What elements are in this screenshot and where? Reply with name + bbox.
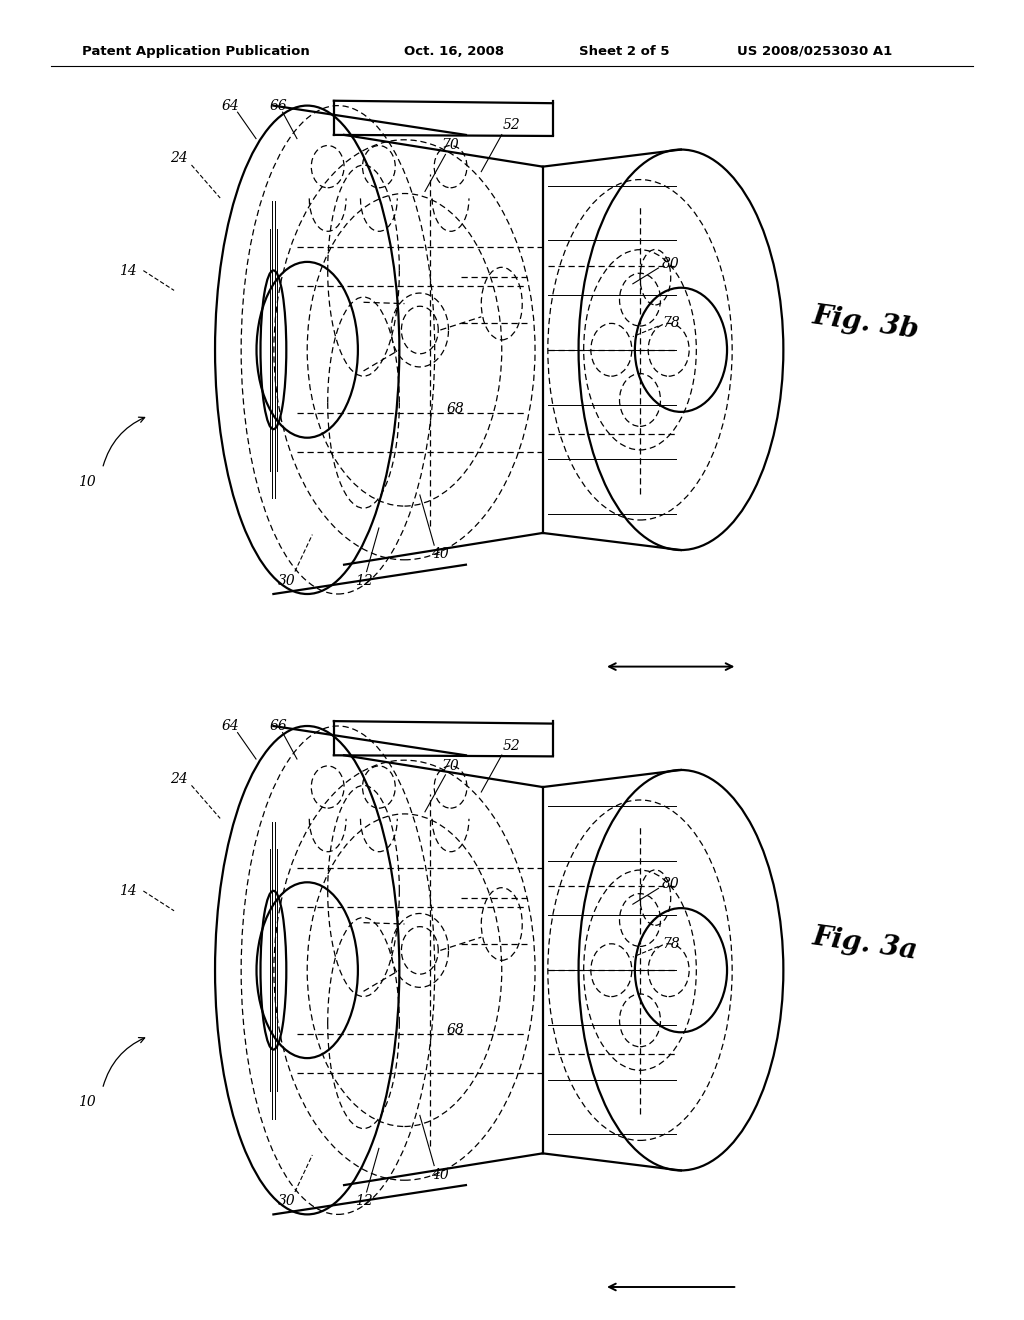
Text: 12: 12 bbox=[354, 1195, 373, 1208]
Text: Sheet 2 of 5: Sheet 2 of 5 bbox=[579, 45, 669, 58]
Text: 66: 66 bbox=[269, 719, 288, 733]
Text: 64: 64 bbox=[221, 99, 240, 112]
Text: 68: 68 bbox=[446, 403, 465, 416]
Text: 70: 70 bbox=[441, 139, 460, 152]
Text: 10: 10 bbox=[78, 1096, 96, 1109]
Text: Patent Application Publication: Patent Application Publication bbox=[82, 45, 309, 58]
Text: 52: 52 bbox=[503, 739, 521, 752]
Text: 78: 78 bbox=[662, 937, 680, 950]
Text: 10: 10 bbox=[78, 475, 96, 488]
Text: US 2008/0253030 A1: US 2008/0253030 A1 bbox=[737, 45, 893, 58]
Text: 40: 40 bbox=[431, 1168, 450, 1181]
Text: 24: 24 bbox=[170, 152, 188, 165]
Text: 24: 24 bbox=[170, 772, 188, 785]
Text: 14: 14 bbox=[119, 264, 137, 277]
Text: 12: 12 bbox=[354, 574, 373, 587]
Text: 80: 80 bbox=[662, 257, 680, 271]
Text: Fig. 3a: Fig. 3a bbox=[811, 923, 920, 965]
Text: 78: 78 bbox=[662, 317, 680, 330]
Text: 66: 66 bbox=[269, 99, 288, 112]
Text: Oct. 16, 2008: Oct. 16, 2008 bbox=[404, 45, 505, 58]
Text: 70: 70 bbox=[441, 759, 460, 772]
Text: 14: 14 bbox=[119, 884, 137, 898]
Text: 40: 40 bbox=[431, 548, 450, 561]
Text: 30: 30 bbox=[278, 1195, 296, 1208]
Text: Fig. 3b: Fig. 3b bbox=[810, 302, 921, 345]
Text: 30: 30 bbox=[278, 574, 296, 587]
Text: 68: 68 bbox=[446, 1023, 465, 1036]
Text: 64: 64 bbox=[221, 719, 240, 733]
Text: 52: 52 bbox=[503, 119, 521, 132]
Text: 80: 80 bbox=[662, 878, 680, 891]
